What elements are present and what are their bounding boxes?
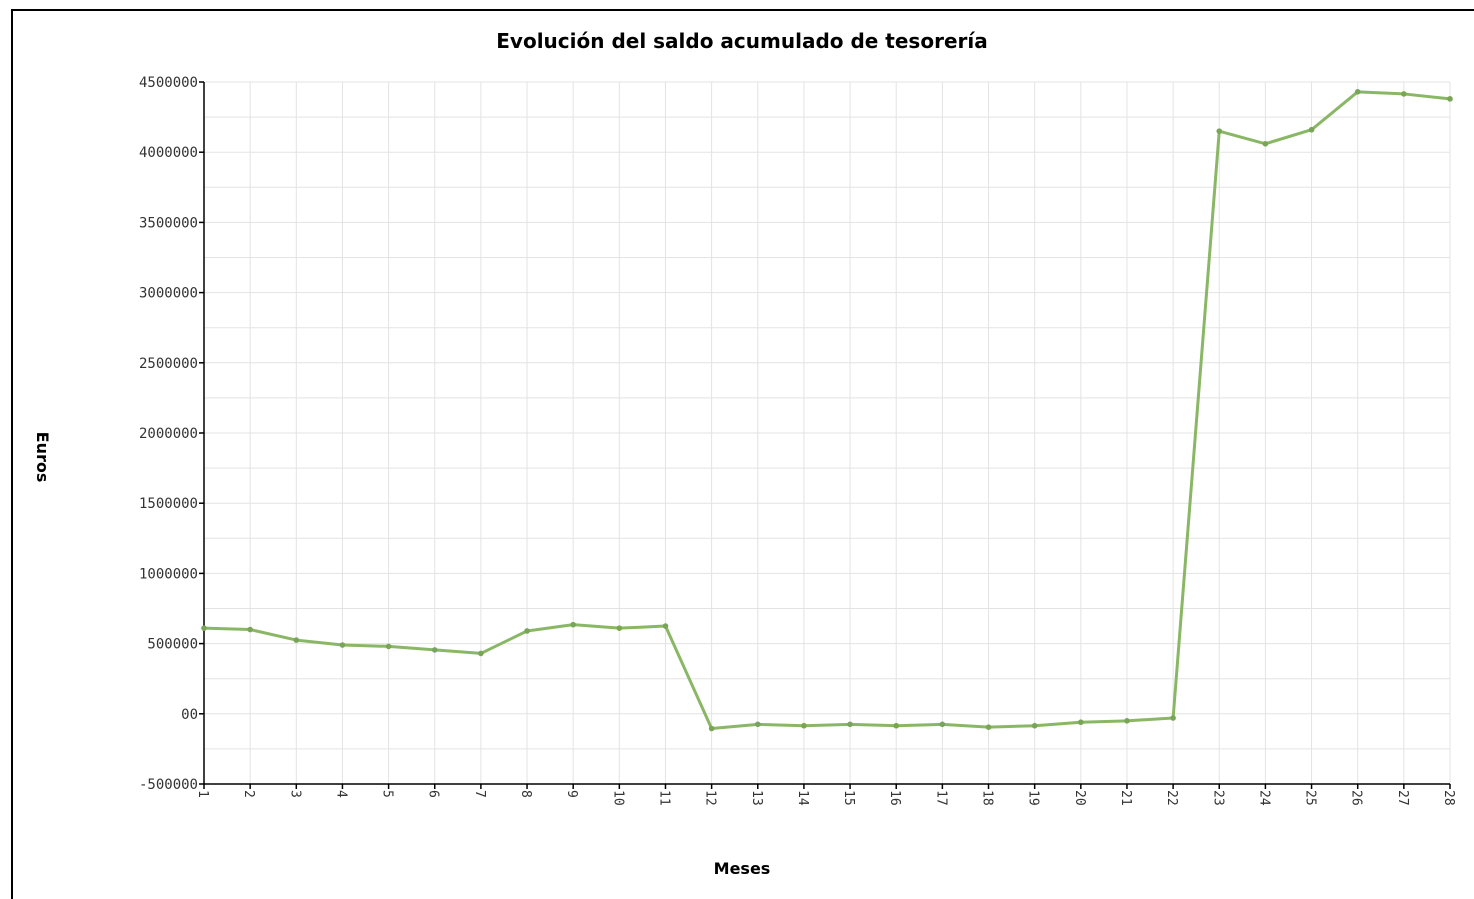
data-point: [1401, 91, 1407, 97]
x-tick-label: 20: [1072, 790, 1087, 806]
data-point: [708, 725, 715, 732]
data-point: [616, 625, 623, 631]
grid-lines: [203, 81, 1451, 785]
y-tick-label: 4000000: [139, 145, 198, 161]
data-point: [247, 626, 253, 633]
x-tick-label: 12: [703, 790, 718, 806]
data-point: [1170, 715, 1176, 721]
data-point: [524, 628, 530, 634]
x-tick-label: 15: [841, 790, 856, 806]
data-point: [385, 643, 392, 650]
x-tick-label: 13: [749, 790, 764, 806]
data-point: [201, 625, 207, 631]
data-point: [570, 621, 576, 628]
chart-frame: [11, 9, 1474, 899]
x-tick-label: 7: [472, 790, 487, 798]
x-tick-label: 26: [1349, 790, 1364, 806]
x-tick-label: 2: [241, 790, 256, 798]
x-tick-label: 3: [287, 790, 302, 798]
x-tick-label: 4: [333, 790, 348, 798]
data-point: [754, 721, 761, 728]
data-point: [478, 650, 484, 657]
data-point: [801, 722, 807, 729]
x-tick-label: 18: [980, 790, 995, 806]
y-tick-label: 3500000: [139, 215, 198, 231]
x-tick-label: 16: [887, 790, 902, 806]
chart-title: Evolución del saldo acumulado de tesorer…: [496, 29, 987, 53]
y-tick-label: 1500000: [139, 496, 198, 512]
data-point: [847, 721, 853, 728]
data-point: [1447, 96, 1453, 102]
y-tick-label: 1000000: [139, 566, 198, 582]
data-point: [1262, 140, 1269, 147]
x-tick-label: 10: [610, 790, 625, 806]
data-point: [1124, 718, 1130, 724]
data-point: [662, 623, 669, 629]
x-tick-label: 22: [1164, 790, 1179, 806]
y-tick-label: -500000: [139, 777, 198, 793]
x-tick-label: 14: [795, 790, 810, 806]
axes: [199, 81, 1451, 789]
data-point: [293, 637, 300, 643]
data-point: [431, 647, 438, 653]
x-tick-label: 5: [380, 790, 395, 798]
data-point: [339, 642, 346, 648]
series-line: [203, 90, 1451, 731]
data-point: [1308, 126, 1315, 133]
data-point: [939, 721, 946, 728]
x-tick-label: 25: [1303, 790, 1318, 806]
y-tick-label: 00: [181, 707, 198, 723]
x-tick-label: 6: [426, 790, 441, 798]
x-tick-label: 17: [933, 790, 948, 806]
y-tick-label: 2500000: [139, 356, 198, 372]
y-axis-title: Euros: [33, 432, 52, 483]
x-tick-label: 1: [195, 790, 210, 798]
x-tick-label: 28: [1441, 790, 1456, 806]
x-tick-label: 23: [1210, 790, 1225, 806]
series: [201, 89, 1453, 732]
data-point: [1031, 722, 1038, 729]
x-tick-label: 21: [1118, 790, 1133, 806]
y-tick-label: 500000: [147, 637, 198, 653]
y-tick-label: 3000000: [139, 286, 198, 302]
data-point: [893, 722, 900, 729]
x-tick-label: 11: [656, 790, 671, 806]
x-tick-label: 19: [1026, 790, 1041, 806]
x-axis-title: Meses: [714, 859, 771, 878]
data-point: [1354, 89, 1361, 95]
y-tick-label: 2000000: [139, 426, 198, 442]
data-point: [1078, 719, 1084, 726]
data-point: [985, 724, 992, 730]
x-tick-labels: 1 2 3 4 5 6 7 8 9 10 11 12 13 14 15 16 17 18 19 20 21 22 23 24 2…: [195, 790, 1456, 806]
data-point: [1216, 128, 1223, 134]
x-tick-label: 9: [564, 790, 579, 798]
x-tick-label: 27: [1395, 790, 1410, 806]
y-tick-labels: 4500000 4000000 3500000 3000000 2500000 20000…: [139, 75, 198, 793]
y-tick-label: 4500000: [139, 75, 198, 91]
x-tick-label: 8: [518, 790, 533, 798]
x-tick-label: 24: [1256, 790, 1271, 806]
